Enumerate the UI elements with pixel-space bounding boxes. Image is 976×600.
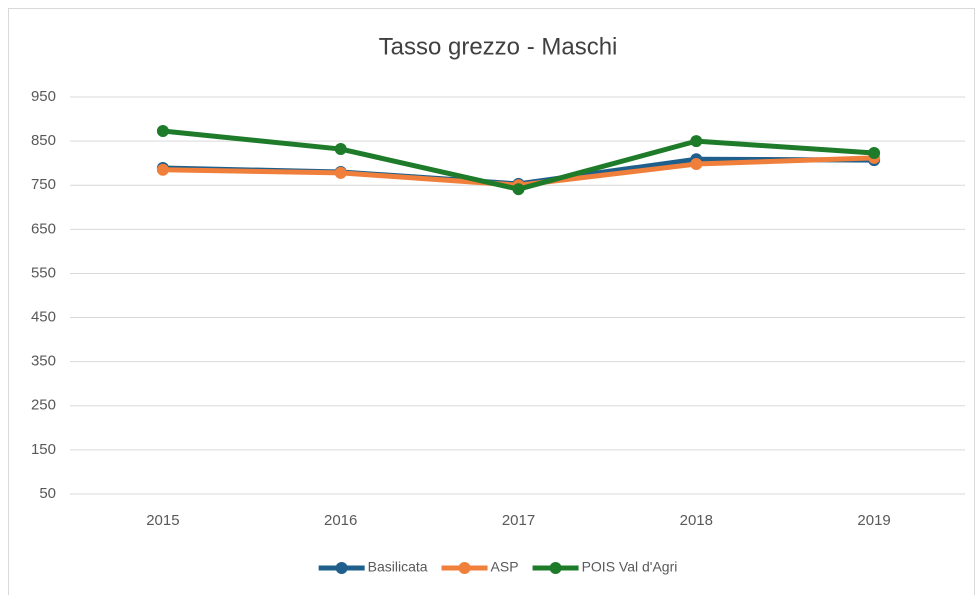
chart-border [8,8,975,599]
data-point [334,166,347,179]
legend-label: Basilicata [368,559,428,575]
x-tick-label: 2019 [857,512,890,529]
y-tick-label: 350 [31,353,56,370]
legend: Basilicata ASP POIS Val d'Agri [318,559,678,575]
data-point [690,158,703,171]
y-tick-label: 950 [31,88,56,105]
chart-title: Tasso grezzo - Maschi [379,33,618,60]
legend-marker [335,562,348,574]
x-tick-label: 2016 [324,512,357,529]
y-tick-label: 150 [31,441,56,458]
y-tick-label: 550 [31,264,56,281]
legend-label: ASP [491,559,519,575]
x-tick-label: 2015 [146,512,179,529]
data-point [156,163,169,176]
y-tick-label: 250 [31,397,56,414]
data-point [156,124,169,137]
y-tick-label: 50 [39,485,56,502]
y-tick-label: 850 [31,132,56,149]
legend-marker [549,562,562,574]
legend-marker [458,562,471,574]
x-tick-label: 2018 [680,512,713,529]
data-point [868,147,881,160]
data-point [690,135,703,148]
data-point [512,183,525,196]
y-tick-label: 650 [31,220,56,237]
y-tick-label: 450 [31,309,56,326]
x-tick-label: 2017 [502,512,535,529]
data-point [334,143,347,156]
legend-label: POIS Val d'Agri [582,559,678,575]
y-tick-label: 750 [31,176,56,193]
